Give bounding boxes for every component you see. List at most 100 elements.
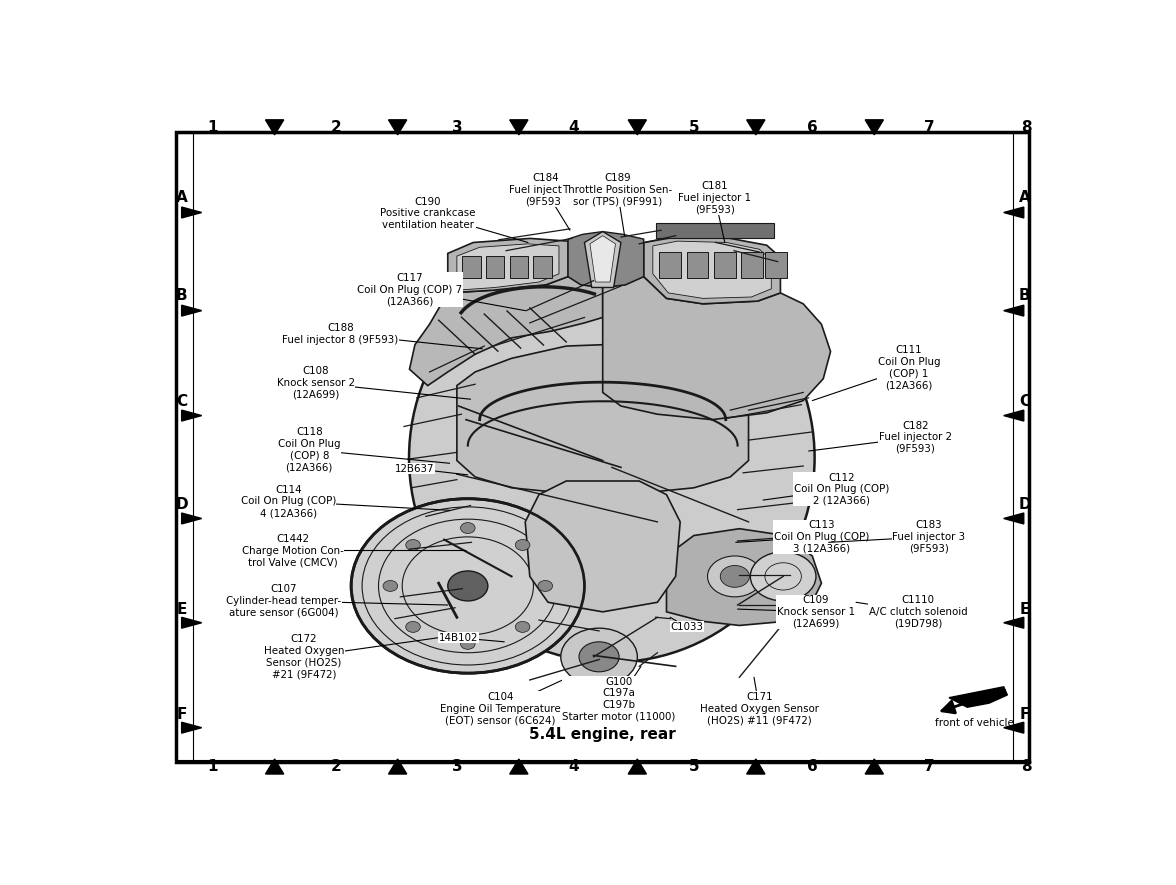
Text: E: E: [1020, 602, 1030, 617]
Text: 8: 8: [1021, 759, 1031, 774]
Text: 7: 7: [923, 759, 934, 774]
Text: D: D: [175, 497, 188, 512]
Polygon shape: [388, 119, 407, 135]
Bar: [486, 256, 505, 278]
Text: D: D: [1018, 497, 1031, 512]
Text: C112
Coil On Plug (COP)
2 (12A366): C112 Coil On Plug (COP) 2 (12A366): [763, 473, 889, 505]
Polygon shape: [181, 305, 202, 316]
Text: 4: 4: [568, 759, 579, 774]
Text: 7: 7: [923, 119, 934, 135]
Polygon shape: [1003, 207, 1024, 218]
Circle shape: [579, 642, 619, 672]
Text: C184
Fuel injector 4
(9F593): C184 Fuel injector 4 (9F593): [509, 173, 582, 230]
Polygon shape: [509, 759, 528, 774]
Polygon shape: [603, 276, 830, 419]
Text: C1442
Charge Motion Con-
trol Valve (CMCV): C1442 Charge Motion Con- trol Valve (CMC…: [242, 534, 466, 567]
Circle shape: [708, 556, 762, 596]
Polygon shape: [866, 119, 883, 135]
Text: A: A: [1018, 190, 1030, 205]
Text: C188
Fuel injector 8 (9F593): C188 Fuel injector 8 (9F593): [282, 323, 482, 349]
Text: 3: 3: [452, 759, 462, 774]
Text: C1110
A/C clutch solenoid
(19D798): C1110 A/C clutch solenoid (19D798): [856, 596, 968, 628]
Text: C181
Fuel injector 1
(9F593): C181 Fuel injector 1 (9F593): [679, 181, 751, 242]
Ellipse shape: [409, 253, 815, 662]
Polygon shape: [643, 237, 781, 304]
Polygon shape: [667, 528, 821, 626]
Bar: [741, 252, 763, 278]
Polygon shape: [509, 119, 528, 135]
Bar: [764, 252, 787, 278]
Text: 2: 2: [332, 759, 342, 774]
Circle shape: [515, 621, 530, 633]
Polygon shape: [590, 235, 615, 282]
Text: G100
C197a
C197b
Starter motor (11000): G100 C197a C197b Starter motor (11000): [562, 666, 676, 721]
Text: B: B: [176, 289, 187, 304]
Polygon shape: [747, 759, 764, 774]
Text: 12B637: 12B637: [395, 464, 468, 475]
Polygon shape: [949, 687, 1008, 707]
Circle shape: [406, 540, 420, 550]
Text: C: C: [1020, 395, 1030, 410]
Text: 5: 5: [688, 119, 700, 135]
Polygon shape: [628, 759, 647, 774]
Text: C107
Cylinder-head temper-
ature sensor (6G004): C107 Cylinder-head temper- ature sensor …: [226, 584, 448, 618]
Bar: [714, 252, 736, 278]
Polygon shape: [1003, 722, 1024, 733]
Text: A: A: [175, 190, 187, 205]
Text: C1033: C1033: [670, 618, 703, 632]
Text: 2: 2: [332, 119, 342, 135]
Text: C183
Fuel injector 3
(9F593): C183 Fuel injector 3 (9F593): [829, 520, 965, 553]
Bar: [660, 252, 681, 278]
Text: C172
Heated Oxygen
Sensor (HO2S)
#21 (9F472): C172 Heated Oxygen Sensor (HO2S) #21 (9F…: [263, 635, 448, 679]
Text: C: C: [176, 395, 187, 410]
Text: C171
Heated Oxygen Sensor
(HO2S) #11 (9F472): C171 Heated Oxygen Sensor (HO2S) #11 (9F…: [700, 677, 818, 725]
Text: 3: 3: [452, 119, 462, 135]
Polygon shape: [1003, 513, 1024, 524]
Text: F: F: [176, 706, 187, 721]
Polygon shape: [181, 410, 202, 421]
Polygon shape: [181, 207, 202, 218]
Polygon shape: [266, 759, 283, 774]
Text: B: B: [1018, 289, 1030, 304]
Text: C117
Coil On Plug (COP) 7
(12A366): C117 Coil On Plug (COP) 7 (12A366): [358, 273, 526, 311]
Text: C190
Positive crankcase
ventilation heater: C190 Positive crankcase ventilation heat…: [380, 196, 528, 242]
Bar: [534, 256, 552, 278]
Text: C189
Throttle Position Sen-
sor (TPS) (9F991): C189 Throttle Position Sen- sor (TPS) (9…: [562, 173, 673, 235]
Text: C113
Coil On Plug (COP)
3 (12A366): C113 Coil On Plug (COP) 3 (12A366): [736, 520, 869, 553]
Polygon shape: [448, 238, 568, 293]
Circle shape: [750, 552, 816, 601]
Text: C111
Coil On Plug
(COP) 1
(12A366): C111 Coil On Plug (COP) 1 (12A366): [813, 345, 940, 401]
Polygon shape: [181, 513, 202, 524]
Text: E: E: [176, 602, 187, 617]
Circle shape: [461, 638, 475, 650]
Circle shape: [352, 499, 584, 673]
Text: C114
Coil On Plug (COP)
4 (12A366): C114 Coil On Plug (COP) 4 (12A366): [241, 485, 449, 518]
Text: 6: 6: [807, 119, 817, 135]
Text: C182
Fuel injector 2
(9F593): C182 Fuel injector 2 (9F593): [809, 420, 951, 454]
Circle shape: [461, 522, 475, 534]
Polygon shape: [568, 232, 643, 288]
Text: C104
Engine Oil Temperature
(EOT) sensor (6C624): C104 Engine Oil Temperature (EOT) sensor…: [440, 680, 562, 725]
Polygon shape: [388, 759, 407, 774]
Circle shape: [537, 581, 553, 591]
Text: front of vehicle: front of vehicle: [935, 718, 1014, 728]
Circle shape: [561, 628, 637, 685]
Polygon shape: [181, 722, 202, 733]
Polygon shape: [653, 241, 771, 298]
Polygon shape: [628, 119, 647, 135]
Polygon shape: [1003, 410, 1024, 421]
Text: 1: 1: [207, 119, 218, 135]
Text: F: F: [1020, 706, 1030, 721]
Text: 5.4L engine, rear: 5.4L engine, rear: [529, 727, 676, 742]
Text: 6: 6: [807, 759, 817, 774]
Bar: [509, 256, 528, 278]
Polygon shape: [456, 344, 749, 495]
Text: C118
Coil On Plug
(COP) 8
(12A366): C118 Coil On Plug (COP) 8 (12A366): [278, 427, 449, 472]
Text: 4: 4: [568, 119, 579, 135]
Text: 1: 1: [207, 759, 218, 774]
Polygon shape: [866, 759, 883, 774]
Polygon shape: [456, 244, 559, 290]
Polygon shape: [409, 276, 603, 386]
Bar: [655, 223, 774, 238]
Text: C109
Knock sensor 1
(12A699): C109 Knock sensor 1 (12A699): [737, 596, 855, 628]
